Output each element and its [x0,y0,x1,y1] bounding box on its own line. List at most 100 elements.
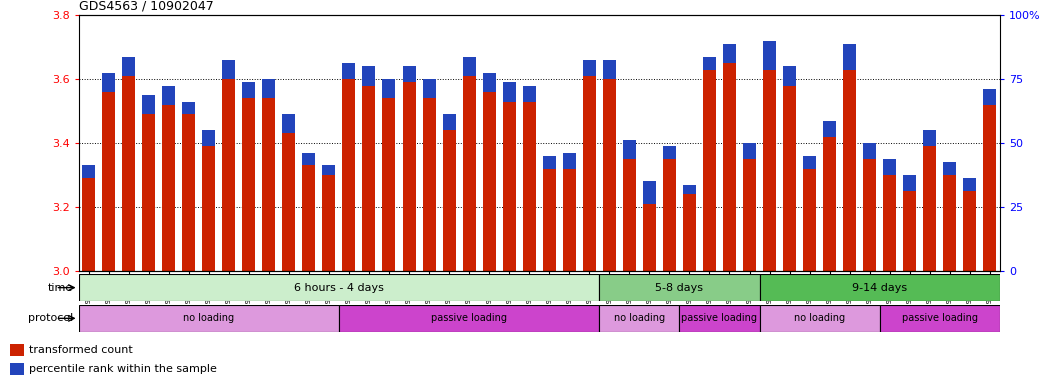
Bar [142,95,155,114]
Bar [843,70,856,271]
Bar [923,130,936,146]
Bar [382,98,396,271]
Bar [703,70,716,271]
Bar [382,79,396,98]
Bar [483,92,495,271]
Bar [182,101,195,114]
Bar [603,79,616,271]
Bar [703,57,716,70]
Bar [283,114,295,134]
Bar [542,156,556,169]
Bar [863,143,876,159]
Bar [303,166,315,271]
Bar [943,175,956,271]
Bar [182,114,195,271]
Bar [522,86,536,101]
Bar [423,79,436,98]
Bar [983,105,997,271]
Bar [503,83,516,101]
Bar [743,143,756,159]
Bar [242,83,255,98]
Bar [599,274,759,301]
Bar [222,79,236,271]
Bar [362,66,376,86]
Bar [763,70,776,271]
Bar [202,130,216,146]
Text: no loading: no loading [794,313,845,323]
Bar [603,60,616,79]
Bar [222,60,236,79]
Text: passive loading: passive loading [901,313,978,323]
Bar [759,305,879,332]
Text: percentile rank within the sample: percentile rank within the sample [28,364,217,374]
Bar [963,178,977,191]
Bar [683,194,696,271]
Bar [122,76,135,271]
Bar [643,204,655,271]
Bar [823,121,837,137]
Bar [599,305,680,332]
Bar [643,181,655,204]
Bar [783,86,796,271]
Bar [202,146,216,271]
Bar [342,79,355,271]
Bar [102,73,115,92]
Text: passive loading: passive loading [431,313,507,323]
Bar [483,73,495,92]
Text: passive loading: passive loading [682,313,757,323]
Bar [423,98,436,271]
Bar [162,86,175,105]
Bar [402,83,416,271]
Bar [823,137,837,271]
Bar [443,130,455,271]
Text: GDS4563 / 10902047: GDS4563 / 10902047 [79,0,214,13]
Text: no loading: no loading [614,313,665,323]
Text: 9-14 days: 9-14 days [852,283,908,293]
Bar [963,191,977,271]
Bar [263,98,275,271]
Bar [759,274,1000,301]
Bar [943,162,956,175]
Bar [680,305,759,332]
Bar [623,159,636,271]
Bar [743,159,756,271]
Bar [162,105,175,271]
Bar [503,101,516,271]
Bar [463,76,475,271]
Bar [583,60,596,76]
Bar [863,159,876,271]
Bar [522,101,536,271]
Text: 6 hours - 4 days: 6 hours - 4 days [294,283,384,293]
Bar [904,191,916,271]
Bar [663,159,676,271]
Bar [443,114,455,130]
Text: 5-8 days: 5-8 days [655,283,704,293]
Bar [283,134,295,271]
Bar [904,175,916,191]
Bar [339,305,599,332]
Bar [82,166,95,178]
Bar [723,44,736,63]
Bar [923,146,936,271]
Bar [542,169,556,271]
Bar [362,86,376,271]
Bar [884,159,896,175]
Text: protocol: protocol [28,313,73,323]
Bar [242,98,255,271]
Text: no loading: no loading [183,313,235,323]
Bar [683,185,696,194]
Bar [879,305,1000,332]
Bar [663,146,676,159]
Bar [82,178,95,271]
Text: time: time [48,283,73,293]
Bar [10,363,23,375]
Bar [263,79,275,98]
Bar [983,89,997,105]
Bar [79,305,339,332]
Bar [763,41,776,70]
Bar [783,66,796,86]
Bar [342,63,355,79]
Bar [843,44,856,70]
Bar [723,63,736,271]
Bar [303,152,315,166]
